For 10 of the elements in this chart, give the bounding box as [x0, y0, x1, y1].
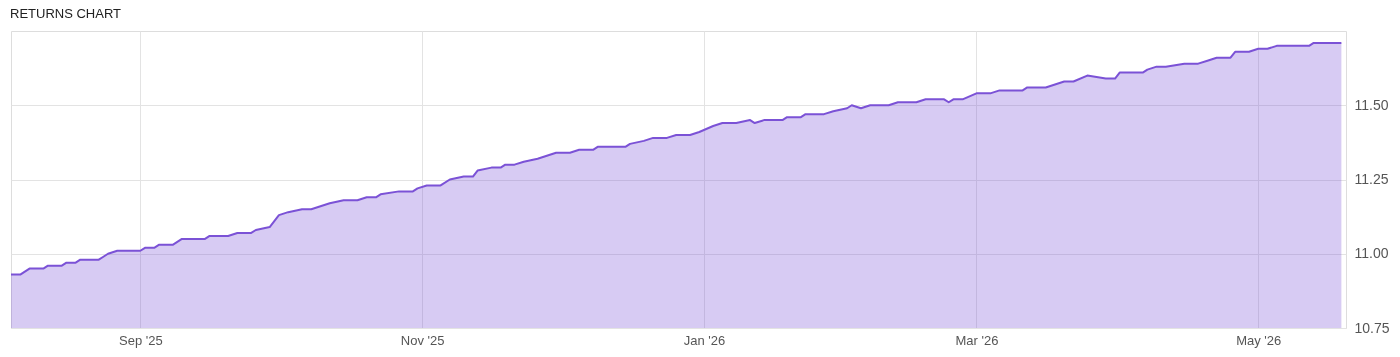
x-tick-label: Sep '25 — [119, 332, 163, 348]
chart-title: RETURNS CHART — [10, 6, 122, 21]
y-tick-label: 10.75 — [1354, 319, 1390, 336]
x-tick-label: Nov '25 — [400, 332, 445, 348]
x-tick-label: May '26 — [1236, 332, 1282, 348]
y-tick-label: 11.25 — [1354, 171, 1389, 187]
x-tick-label: Mar '26 — [955, 332, 999, 348]
y-tick-label: 11.50 — [1354, 96, 1389, 113]
x-tick-label: Jan '26 — [683, 332, 726, 348]
y-tick-label: 11.00 — [1354, 245, 1389, 262]
